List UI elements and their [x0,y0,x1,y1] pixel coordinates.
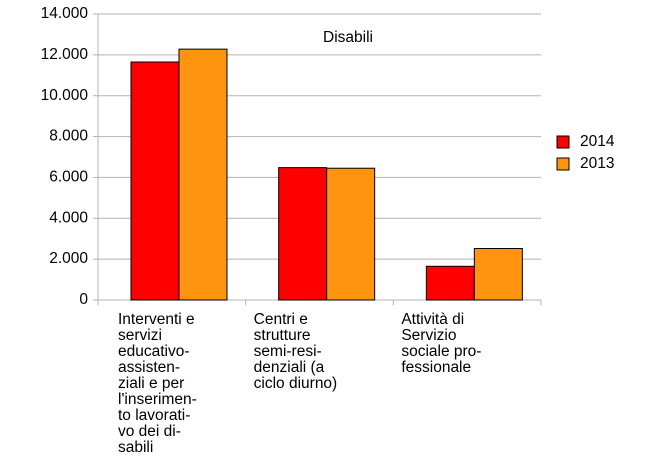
x-tick-label: fessionale [401,359,471,376]
bar [425,265,475,301]
x-tick-label: sociale pro- [401,343,481,360]
y-tick-label: 10.000 [41,87,89,104]
x-tick-label: vo dei di- [118,423,181,440]
y-tick-label: 6.000 [49,169,88,186]
legend-swatch [556,157,570,171]
bar [278,167,328,301]
bar [326,167,376,301]
y-tick-label: 12.000 [41,46,89,63]
x-tick-label: Attività di [401,311,464,328]
x-tick-label: educativo- [118,343,190,360]
y-tick-label: 2.000 [49,250,88,267]
x-tick-label: Centri e [254,311,308,328]
x-tick-label: l'inserimen- [118,391,197,408]
x-tick-label: ciclo diurno) [254,375,338,392]
x-tick-label: strutture [254,327,311,344]
legend-label: 2014 [580,133,615,150]
y-tick-label: 8.000 [49,128,88,145]
x-tick-label: assisten- [118,359,180,376]
x-tick-label: denziali (a [254,359,325,376]
bar [473,248,523,301]
x-tick-label: Servizio [401,327,456,344]
x-tick-label: semi-resi- [254,343,322,360]
y-tick-label: 4.000 [49,209,88,226]
x-tick-label: servizi [118,327,162,344]
x-tick-label: sabili [118,439,153,456]
y-tick-label: 0 [79,291,88,308]
x-tick-label: ziali e per [118,375,184,392]
x-tick-label: Interventi e [118,311,195,328]
y-tick-label: 14.000 [41,5,89,22]
chart-title: Disabili [323,29,373,46]
legend-swatch [556,135,570,149]
bar [130,61,180,301]
x-tick-label: to lavorati- [118,407,190,424]
legend-label: 2013 [580,155,614,172]
bar [178,48,228,301]
